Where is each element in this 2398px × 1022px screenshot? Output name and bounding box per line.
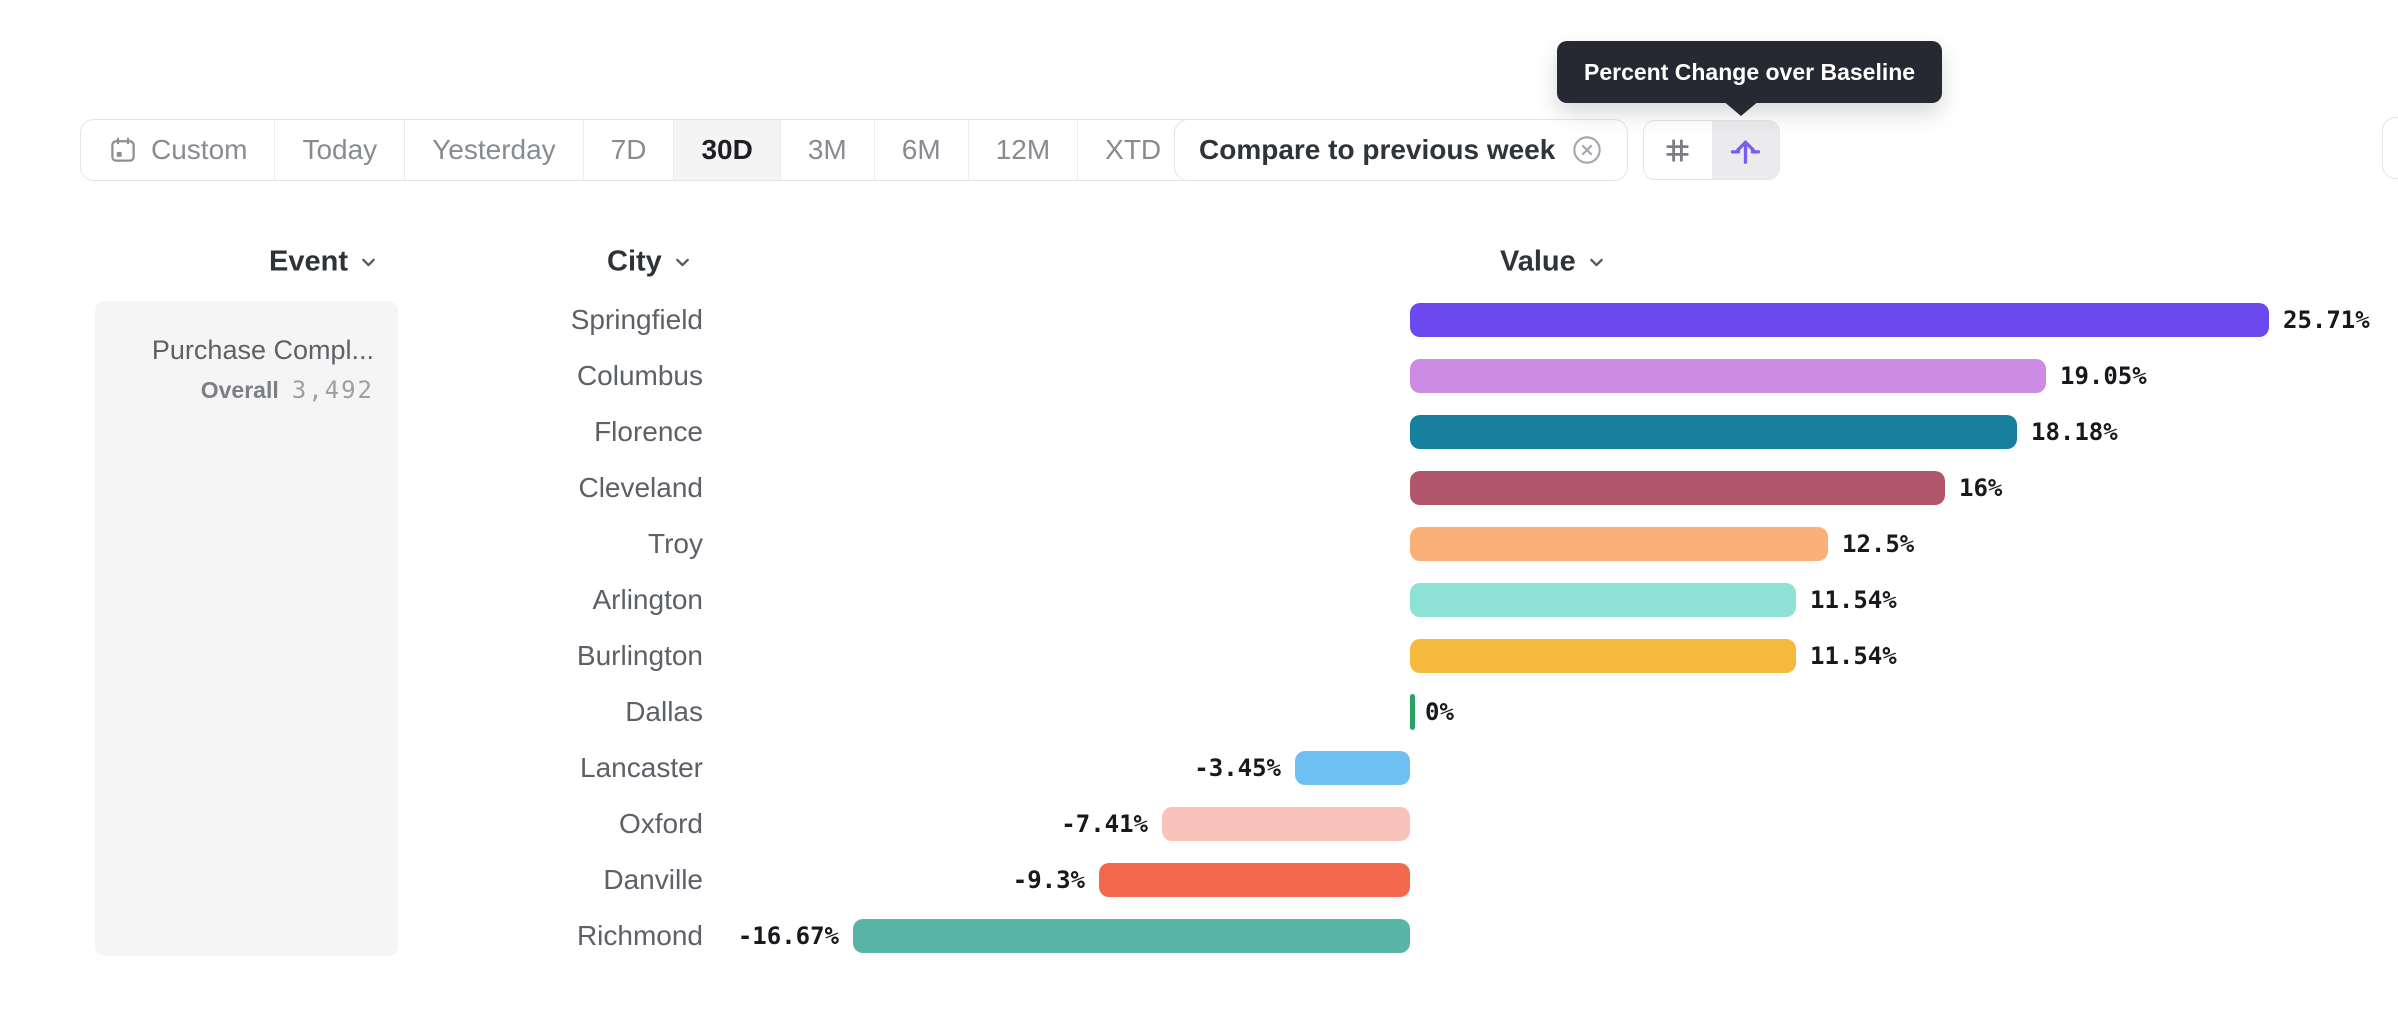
city-label-cleveland[interactable]: Cleveland — [578, 472, 703, 503]
chevron-down-icon — [675, 258, 689, 267]
date-range-30d[interactable]: 30D — [674, 120, 781, 180]
date-range-label: 7D — [610, 134, 647, 165]
column-header-value[interactable]: Value — [1500, 246, 1607, 279]
date-range-custom[interactable]: Custom — [81, 120, 276, 180]
bar-florence[interactable] — [1410, 415, 2017, 449]
tooltip-arrow — [1722, 100, 1760, 116]
city-label-dallas[interactable]: Dallas — [625, 696, 703, 727]
date-range-12m[interactable]: 12M — [969, 120, 1079, 180]
bar-danville[interactable] — [1099, 863, 1410, 897]
bar-arlington[interactable] — [1410, 583, 1796, 617]
view-mode-absolute-numbers[interactable] — [1644, 121, 1712, 179]
column-header-event[interactable]: Event — [269, 246, 379, 279]
bar-value-label: 25.71% — [2283, 306, 2370, 334]
bar-springfield[interactable] — [1410, 303, 2269, 337]
chevron-down-icon — [362, 258, 375, 267]
city-label-danville[interactable]: Danville — [603, 864, 703, 895]
bar-value-label: 11.54% — [1810, 642, 1897, 670]
view-mode-percent-change[interactable] — [1711, 121, 1779, 179]
bar-cleveland[interactable] — [1410, 471, 1945, 505]
compare-label: Compare to previous week — [1199, 134, 1556, 165]
bar-richmond[interactable] — [853, 919, 1410, 953]
date-range-xtd[interactable]: XTD — [1078, 120, 1223, 180]
date-range-label: 6M — [901, 134, 941, 165]
bar-value-label: 11.54% — [1810, 586, 1897, 614]
city-label-lancaster[interactable]: Lancaster — [580, 752, 703, 783]
date-range-label: Yesterday — [432, 134, 556, 165]
bar-value-label: 12.5% — [1842, 530, 1915, 558]
bar-value-label: -9.3% — [1012, 866, 1085, 894]
event-title: Purchase Compl... — [151, 335, 374, 365]
city-label-florence[interactable]: Florence — [594, 416, 703, 447]
date-range-3m[interactable]: 3M — [781, 120, 875, 180]
hash-icon — [1662, 135, 1693, 166]
event-panel[interactable]: Purchase Compl... Overall 3,492 — [95, 301, 398, 956]
percent-change-arrow-icon — [1729, 134, 1762, 167]
bar-value-label: 0% — [1425, 698, 1454, 726]
bar-lancaster[interactable] — [1295, 751, 1410, 785]
tooltip-text: Percent Change over Baseline — [1584, 58, 1916, 85]
date-range-label: Today — [302, 134, 378, 165]
column-header-city-label: City — [607, 245, 662, 278]
compare-button[interactable]: Compare to previous week — [1174, 119, 1629, 181]
date-range-label: Custom — [151, 134, 248, 165]
bar-burlington[interactable] — [1410, 639, 1796, 673]
bar-value-label: 18.18% — [2031, 418, 2118, 446]
calendar-icon — [108, 135, 138, 165]
date-range-6m[interactable]: 6M — [875, 120, 969, 180]
column-header-city[interactable]: City — [607, 246, 693, 279]
view-mode-toggle — [1643, 120, 1780, 180]
city-label-columbus[interactable]: Columbus — [576, 360, 703, 391]
date-range-7d[interactable]: 7D — [584, 120, 675, 180]
bar-troy[interactable] — [1410, 527, 1828, 561]
remove-compare-icon[interactable] — [1571, 134, 1603, 166]
date-range-label: 30D — [701, 134, 753, 165]
bar-value-label: -3.45% — [1194, 754, 1281, 782]
bar-value-label: -16.67% — [737, 922, 839, 950]
event-overall-value: 3,492 — [291, 376, 374, 405]
city-label-springfield[interactable]: Springfield — [570, 304, 703, 335]
date-range-label: XTD — [1105, 134, 1162, 165]
city-label-richmond[interactable]: Richmond — [576, 920, 703, 951]
city-label-oxford[interactable]: Oxford — [618, 808, 703, 839]
date-range-today[interactable]: Today — [275, 120, 406, 180]
bar-value-label: -7.41% — [1061, 810, 1148, 838]
date-range-label: 3M — [807, 134, 847, 165]
bar-dallas[interactable] — [1410, 694, 1415, 730]
event-overall-row: Overall 3,492 — [95, 376, 374, 404]
bar-columbus[interactable] — [1410, 359, 2046, 393]
column-header-value-label: Value — [1500, 245, 1576, 278]
city-label-burlington[interactable]: Burlington — [576, 640, 703, 671]
column-header-event-label: Event — [269, 245, 348, 278]
bar-value-label: 19.05% — [2060, 362, 2147, 390]
event-overall-label: Overall — [200, 377, 279, 404]
bar-oxford[interactable] — [1162, 807, 1410, 841]
tooltip: Percent Change over Baseline — [1557, 41, 1943, 103]
date-range-control: Custom Today Yesterday 7D 30D 3M 6M 12M XTD — [80, 119, 1225, 181]
date-range-yesterday[interactable]: Yesterday — [405, 120, 584, 180]
chevron-down-icon — [1589, 258, 1603, 267]
date-range-label: 12M — [995, 134, 1051, 165]
city-label-arlington[interactable]: Arlington — [592, 584, 703, 615]
bar-value-label: 16% — [1959, 474, 2003, 502]
city-label-troy[interactable]: Troy — [648, 528, 703, 559]
